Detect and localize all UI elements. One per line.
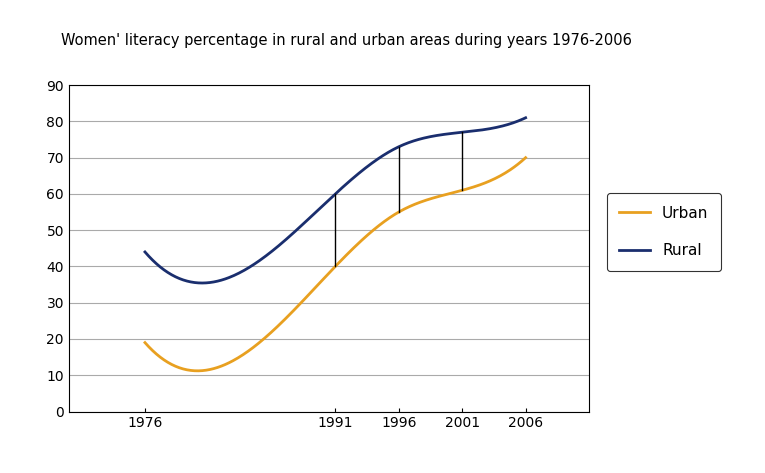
Text: Women' literacy percentage in rural and urban areas during years 1976-2006: Women' literacy percentage in rural and … (61, 33, 632, 48)
Legend: Urban, Rural: Urban, Rural (607, 193, 721, 271)
